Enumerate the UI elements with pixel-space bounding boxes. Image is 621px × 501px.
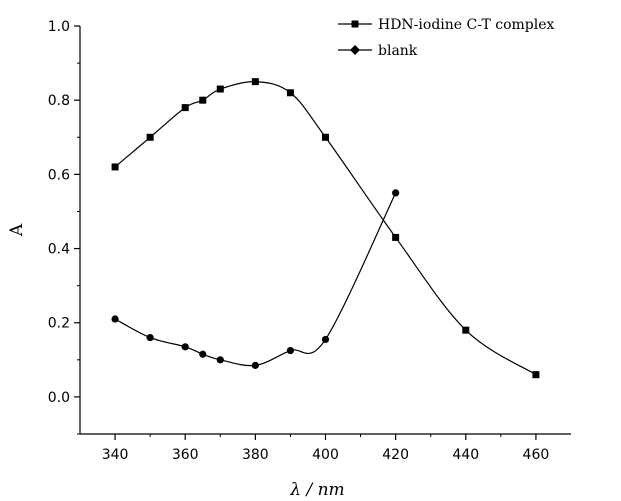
y-tick-label-0: 0.0 [48, 390, 70, 406]
legend-diamond-marker [350, 45, 360, 55]
legend-square-marker [351, 20, 359, 28]
series-1-circle-point [286, 346, 295, 355]
series-1-circle-point [181, 343, 189, 351]
series-line-0 [114, 81, 537, 376]
series-1-circle-point [392, 189, 400, 197]
legend-item-1: blank [338, 43, 418, 59]
series-0-square-point [532, 371, 540, 379]
series-layer [111, 78, 540, 379]
y-tick-label-4: 0.8 [48, 93, 70, 109]
y-tick-label-1: 0.2 [48, 316, 70, 332]
x-tick-label-2: 380 [242, 447, 269, 463]
series-0-square-point [199, 96, 207, 104]
series-0-square-point [111, 163, 119, 171]
series-1-circle-point [199, 350, 207, 358]
x-tick-label-5: 440 [452, 447, 479, 463]
x-ticks: 340 360 380 400 420 440 460 [102, 434, 550, 463]
y-axis-title: A [7, 223, 27, 237]
series-0-square-point [322, 133, 329, 141]
series-1-circle-point [251, 361, 259, 369]
x-tick-label-6: 460 [523, 447, 550, 463]
x-tick-label-4: 420 [382, 447, 409, 463]
x-tick-label-0: 340 [102, 447, 129, 463]
axes [79, 26, 571, 435]
legend-label-1: blank [378, 43, 418, 59]
series-0-square-point [146, 133, 154, 141]
legend: HDN-iodine C-T complex blank [338, 17, 555, 59]
y-tick-label-3: 0.6 [48, 167, 70, 183]
legend-label-0: HDN-iodine C-T complex [378, 17, 555, 33]
x-axis-title: λ / nm [289, 480, 344, 500]
y-ticks: 0.0 0.2 0.4 0.6 0.8 1.0 [48, 19, 80, 435]
y-tick-label-5: 1.0 [48, 19, 70, 35]
series-0-square-point [392, 233, 400, 241]
legend-item-0: HDN-iodine C-T complex [338, 17, 555, 33]
x-tick-label-3: 400 [312, 447, 339, 463]
series-0-square-point [251, 78, 259, 86]
series-1-circle-point [216, 356, 224, 364]
series-1-circle-point [321, 335, 330, 344]
series-0-square-point [181, 104, 189, 112]
series-0-square-point [462, 326, 470, 334]
series-1-circle-point [111, 315, 119, 323]
series-line-1 [114, 192, 397, 367]
series-0-square-point [216, 85, 224, 93]
series-1-circle-point [146, 333, 154, 342]
y-tick-label-2: 0.4 [48, 242, 70, 258]
series-0-square-point [286, 89, 294, 97]
x-tick-label-1: 360 [172, 447, 199, 463]
